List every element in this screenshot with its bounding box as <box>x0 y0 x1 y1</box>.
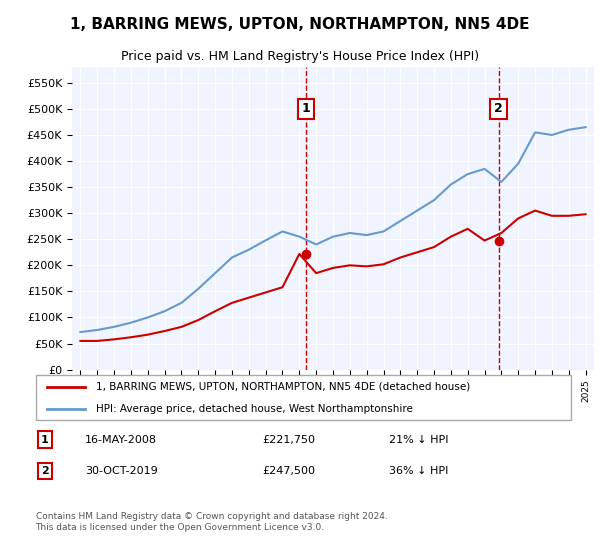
Text: 2: 2 <box>494 102 503 115</box>
Text: 30-OCT-2019: 30-OCT-2019 <box>85 466 158 476</box>
Text: 16-MAY-2008: 16-MAY-2008 <box>85 435 157 445</box>
Text: 1: 1 <box>301 102 310 115</box>
Text: Contains HM Land Registry data © Crown copyright and database right 2024.
This d: Contains HM Land Registry data © Crown c… <box>35 512 387 532</box>
Text: 36% ↓ HPI: 36% ↓ HPI <box>389 466 448 476</box>
Text: £247,500: £247,500 <box>262 466 315 476</box>
FancyBboxPatch shape <box>35 375 571 420</box>
Text: 21% ↓ HPI: 21% ↓ HPI <box>389 435 448 445</box>
Text: £221,750: £221,750 <box>262 435 315 445</box>
Text: 1, BARRING MEWS, UPTON, NORTHAMPTON, NN5 4DE (detached house): 1, BARRING MEWS, UPTON, NORTHAMPTON, NN5… <box>96 381 470 391</box>
Text: HPI: Average price, detached house, West Northamptonshire: HPI: Average price, detached house, West… <box>96 404 413 414</box>
Text: 1, BARRING MEWS, UPTON, NORTHAMPTON, NN5 4DE: 1, BARRING MEWS, UPTON, NORTHAMPTON, NN5… <box>70 17 530 32</box>
Text: 1: 1 <box>41 435 49 445</box>
Text: Price paid vs. HM Land Registry's House Price Index (HPI): Price paid vs. HM Land Registry's House … <box>121 50 479 63</box>
Text: 2: 2 <box>41 466 49 476</box>
